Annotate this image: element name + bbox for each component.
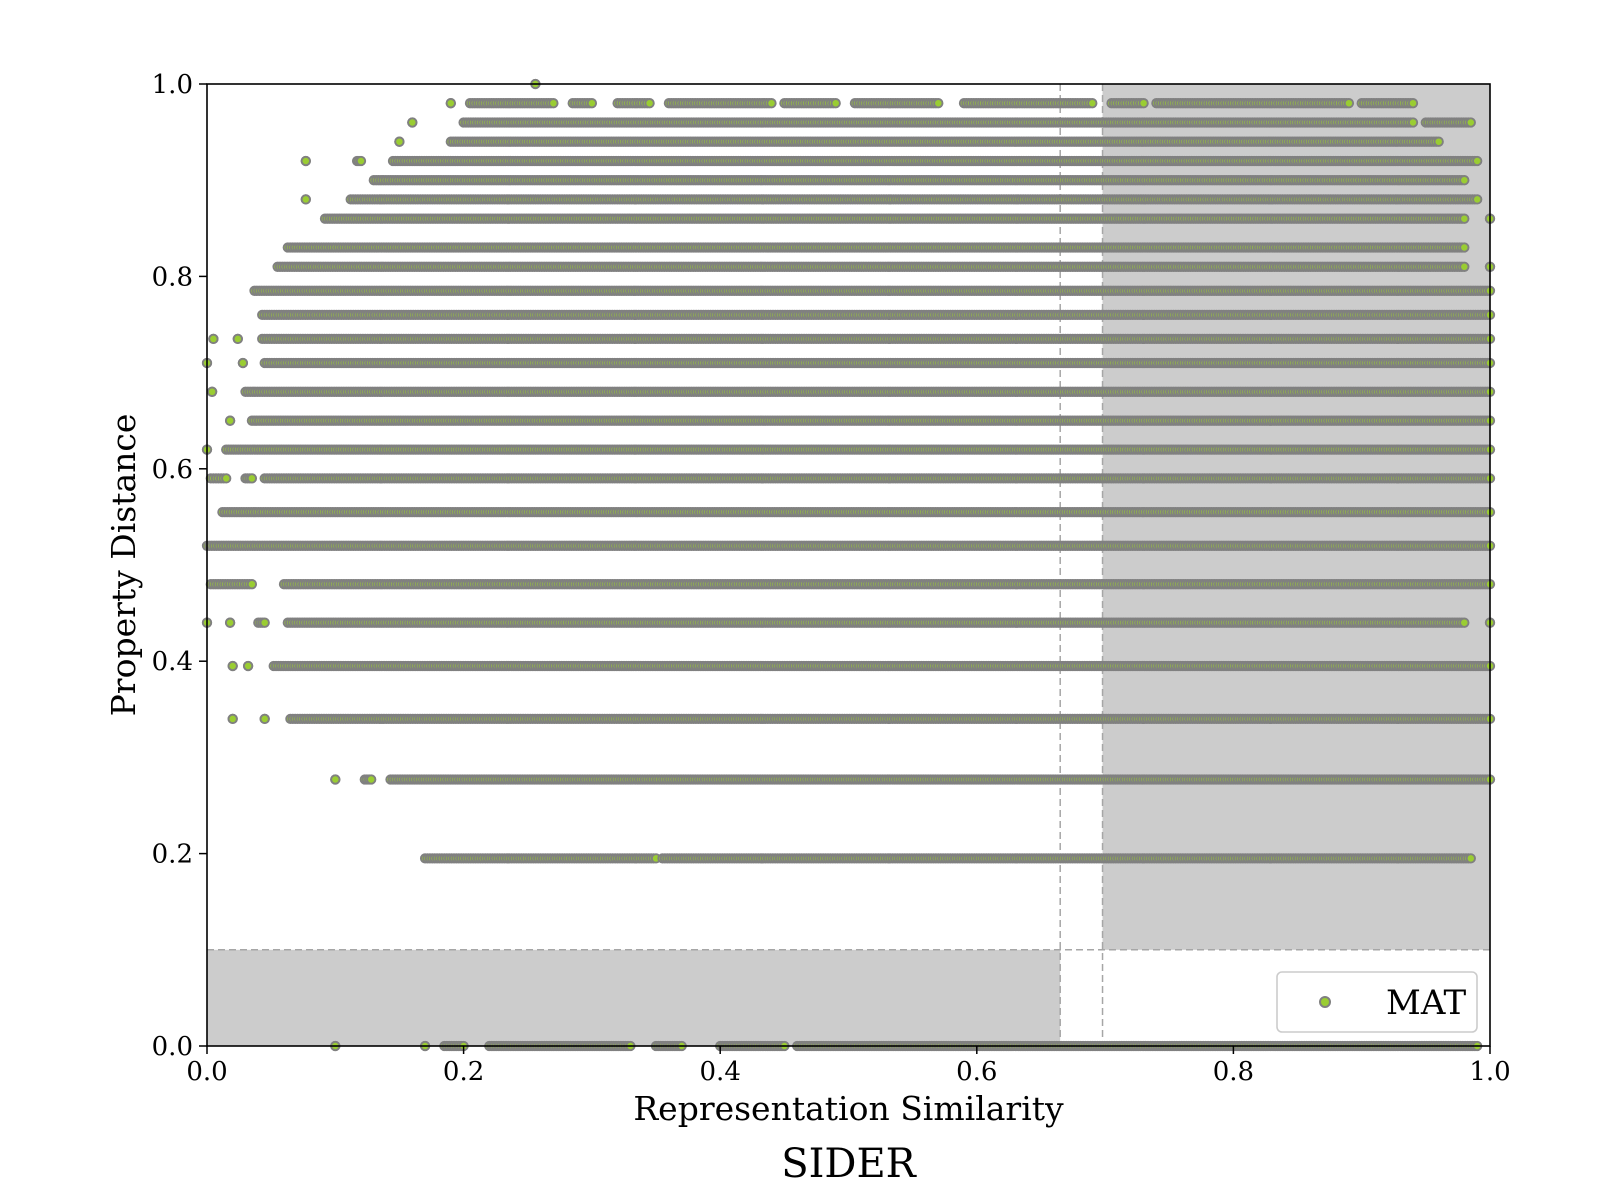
data-point	[548, 98, 559, 109]
data-point	[644, 98, 655, 109]
data-point	[1472, 194, 1483, 205]
shaded-region-2	[207, 949, 1061, 1046]
data-point	[1459, 261, 1470, 272]
data-point	[445, 98, 456, 109]
data-point	[394, 136, 405, 147]
data-point	[1459, 213, 1470, 224]
data-point	[1407, 117, 1419, 128]
data-point	[1459, 242, 1470, 253]
data-point	[1465, 117, 1476, 128]
data-point	[1433, 136, 1444, 147]
data-point	[1459, 175, 1470, 186]
data-point	[1472, 155, 1483, 167]
data-point	[300, 155, 311, 167]
data-point	[1138, 98, 1149, 109]
data-point	[355, 155, 367, 167]
data-point	[1343, 98, 1355, 109]
data-point	[766, 98, 777, 109]
data-points	[201, 78, 1496, 1052]
data-point	[1407, 98, 1419, 109]
data-point	[830, 98, 841, 109]
data-point	[1087, 98, 1098, 109]
data-point	[586, 98, 598, 109]
data-point	[407, 117, 418, 128]
data-point	[300, 194, 311, 205]
data-point	[933, 98, 944, 109]
